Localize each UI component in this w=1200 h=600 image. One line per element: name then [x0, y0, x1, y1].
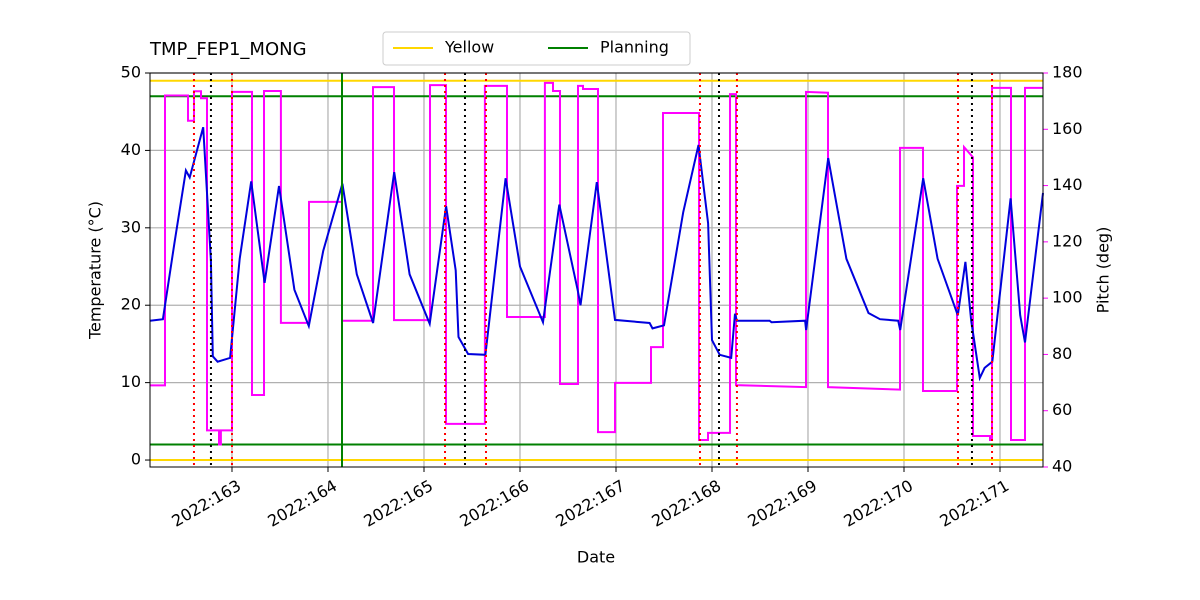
x-tick-label: 2022:166	[456, 476, 532, 531]
x-tick-label: 2022:171	[936, 476, 1012, 531]
y-tick-label: 40	[121, 140, 141, 159]
x-tick-label: 2022:164	[264, 476, 340, 531]
y2-tick-label: 100	[1052, 288, 1083, 307]
x-tick-label: 2022:168	[648, 476, 724, 531]
y2-tick-label: 60	[1052, 400, 1072, 419]
y2-axis-label: Pitch (deg)	[1094, 227, 1113, 314]
x-tick-label: 2022:165	[360, 476, 436, 531]
y-tick-label: 0	[131, 450, 141, 469]
plot-frame	[149, 72, 1044, 468]
x-tick-label: 2022:163	[168, 476, 244, 531]
y-tick-label: 30	[121, 217, 141, 236]
y2-tick-label: 120	[1052, 231, 1083, 250]
legend-label: Yellow	[444, 38, 494, 57]
chart-title: TMP_FEP1_MONG	[149, 39, 307, 60]
legend: Yellow Planning	[382, 31, 691, 66]
legend-box	[382, 31, 691, 66]
y2-tick-label: 180	[1052, 63, 1083, 82]
series-line	[149, 126, 1044, 382]
y-tick-label: 20	[121, 295, 141, 314]
y-axis-label: Temperature (°C)	[86, 201, 105, 340]
x-tick-label: 2022:169	[744, 476, 820, 531]
x-axis-label: Date	[577, 548, 615, 567]
y2-tick-label: 80	[1052, 344, 1072, 363]
y2-tick-label: 140	[1052, 175, 1083, 194]
x-tick-label: 2022:170	[840, 476, 916, 531]
y-tick-label: 50	[121, 63, 141, 82]
y2-tick-label: 40	[1052, 457, 1072, 476]
y-tick-label: 10	[121, 372, 141, 391]
x-tick-label: 2022:167	[552, 476, 628, 531]
legend-label: Planning	[600, 38, 669, 57]
series-line	[150, 81, 1043, 446]
y2-tick-label: 160	[1052, 119, 1083, 138]
